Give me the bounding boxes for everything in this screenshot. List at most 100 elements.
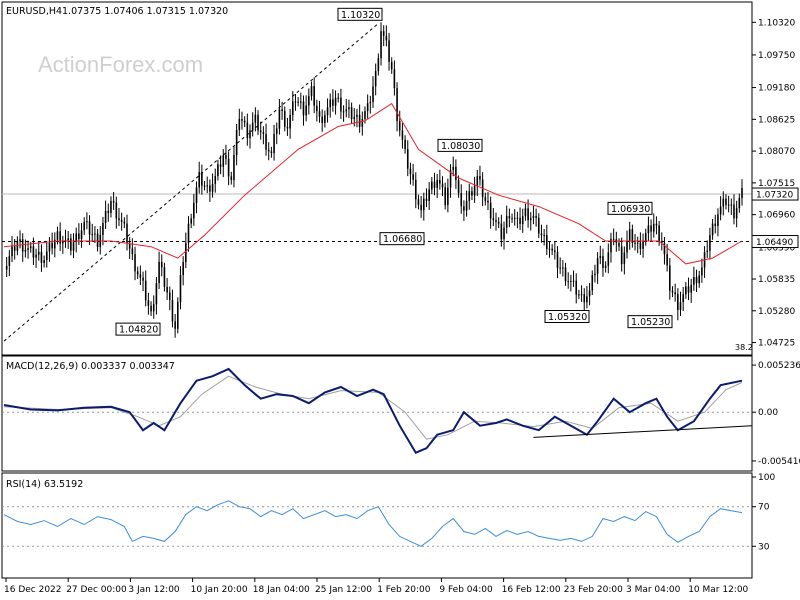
candle-body [487, 200, 489, 203]
candle-body [425, 198, 428, 202]
candle-body [580, 294, 583, 296]
candle-body [86, 221, 88, 223]
candle-body [102, 222, 104, 235]
candle-body [233, 155, 235, 181]
candle-body [302, 101, 305, 116]
candle-body [685, 286, 687, 295]
candle-body [201, 171, 203, 186]
candle-body [152, 304, 155, 312]
candle-body [578, 294, 580, 296]
candle-body [444, 187, 446, 205]
candle-body [439, 180, 441, 184]
candle-body [37, 251, 40, 255]
candle-body [521, 216, 524, 224]
candle-body [134, 254, 136, 272]
candle-body [230, 176, 233, 181]
candle-body [94, 233, 96, 235]
candle-body [423, 198, 425, 211]
price-annotation-label: 1.06930 [611, 204, 650, 215]
candle-body [626, 240, 628, 253]
candle-body [447, 187, 449, 205]
candle-body [380, 31, 382, 59]
candle-body [235, 130, 238, 156]
candle-body [294, 101, 297, 103]
candle-body [559, 267, 561, 269]
candle-body [308, 95, 310, 106]
candle-body [471, 191, 473, 196]
candle-body [612, 238, 615, 240]
candle-body [693, 277, 695, 285]
candle-body [607, 252, 610, 266]
candle-body [527, 208, 529, 221]
candle-body [505, 215, 508, 228]
candle-body [727, 204, 730, 206]
candle-body [16, 240, 19, 251]
candle-body [436, 180, 438, 188]
candle-body [479, 175, 481, 180]
candle-body [289, 114, 291, 129]
candle-body [160, 261, 163, 268]
price-annotation-label: 1.08030 [441, 141, 480, 152]
candle-body [412, 174, 414, 180]
candle-body [316, 105, 318, 112]
candle-body [599, 256, 602, 259]
price-tick-label: 1.06960 [758, 211, 795, 221]
candle-body [217, 164, 219, 176]
rsi-panel-border [1, 472, 753, 579]
candle-body [393, 69, 396, 89]
candle-body [190, 218, 192, 224]
candle-body [489, 202, 492, 219]
candle-body [321, 116, 323, 123]
candle-body [722, 198, 725, 207]
candle-body [214, 175, 217, 184]
candle-body [636, 242, 639, 244]
candle-body [596, 258, 599, 274]
candle-body [275, 128, 278, 134]
candle-body [171, 299, 174, 322]
rsi-tick-label: 70 [758, 503, 770, 513]
time-tick-label: 10 Mar 12:00 [688, 585, 748, 595]
candle-body [497, 221, 500, 224]
time-tick-label: 3 Mar 04:00 [626, 585, 681, 595]
candle-body [270, 151, 273, 154]
moving-average-line [3, 102, 743, 265]
candle-body [366, 103, 369, 112]
price-tick-label: 1.05280 [758, 307, 795, 317]
candle-body [40, 251, 43, 263]
price-annotation-box [544, 310, 590, 323]
candle-body [225, 155, 227, 159]
candle-body [227, 158, 230, 177]
candle-body [348, 107, 350, 110]
candle-body [88, 221, 91, 235]
candle-body [241, 119, 243, 121]
support-level-box [751, 235, 799, 249]
time-axis: 16 Dec 2022 27 Dec 00:00 3 Jan 12:00 10 Jan… [4, 578, 749, 595]
price-panel-border [1, 1, 753, 356]
candle-body [324, 115, 326, 123]
time-tick-label: 10 Jan 20:00 [191, 585, 248, 595]
candle-body [431, 181, 433, 190]
candle-body [484, 197, 487, 201]
candle-body [679, 302, 682, 310]
candle-body [254, 114, 257, 123]
candle-body [257, 114, 259, 131]
chart-ohlc: 1.07375 1.07406 1.07315 1.07320 [62, 6, 228, 17]
candle-body [265, 133, 267, 150]
candle-body [273, 133, 275, 154]
support-level-label: 1.06490 [756, 238, 793, 248]
candle-body [78, 233, 80, 239]
price-annotation-label: 1.04820 [119, 325, 158, 336]
candle-body [291, 101, 294, 115]
candle-body [452, 166, 455, 171]
chart-symbol: EURUSD,H4 [6, 6, 62, 17]
candle-body [473, 185, 476, 196]
candle-body [72, 242, 75, 251]
candle-body [59, 231, 61, 244]
candle-body [671, 290, 674, 293]
candle-body [115, 202, 118, 219]
candle-body [663, 242, 666, 255]
candle-body [62, 241, 64, 244]
candle-body [123, 221, 126, 224]
candle-body [329, 99, 332, 108]
candle-body [83, 221, 86, 231]
